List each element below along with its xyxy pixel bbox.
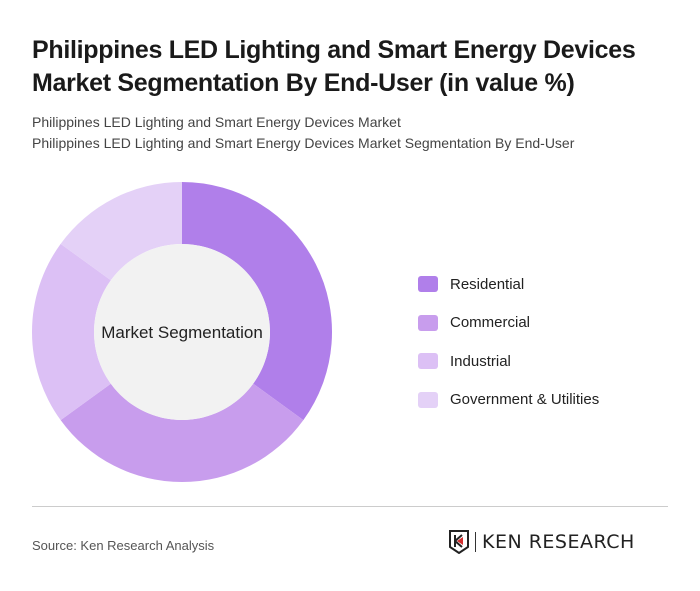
legend-item: Industrial <box>418 342 599 381</box>
slice-government-utilities <box>60 182 183 281</box>
legend-item: Government & Utilities <box>418 381 599 420</box>
slice-residential <box>182 182 332 421</box>
subtitle: Philippines LED Lighting and Smart Energ… <box>32 114 401 130</box>
legend-swatch <box>418 353 438 370</box>
legend-label: Industrial <box>450 352 511 370</box>
source-note: Source: Ken Research Analysis <box>32 538 215 553</box>
ken-logo-icon <box>449 530 469 554</box>
legend-swatch <box>418 391 438 408</box>
legend-label: Government & Utilities <box>450 391 600 409</box>
legend-item: Residential <box>418 265 599 304</box>
donut-chart: Market Segmentation <box>31 182 332 482</box>
donut-hole <box>94 244 270 420</box>
legend-label: Residential <box>450 275 525 293</box>
legend-swatch <box>418 314 438 331</box>
slice-industrial <box>31 243 111 421</box>
subtitle-2: Philippines LED Lighting and Smart Energ… <box>32 135 575 151</box>
divider <box>32 506 668 507</box>
legend-swatch <box>418 276 438 293</box>
legend-item: Commercial <box>418 304 599 343</box>
center-label: Market Segmentation <box>101 323 263 342</box>
page-title: Philippines LED Lighting and Smart Energ… <box>32 36 636 97</box>
legend: Residential Commercial Industrial Governmen… <box>418 265 599 419</box>
slice-commercial <box>60 383 304 482</box>
legend-label: Commercial <box>450 314 531 332</box>
logo-text: KEN RESEARCH <box>482 531 635 553</box>
ken-research-logo: KEN RESEARCH <box>448 530 635 554</box>
